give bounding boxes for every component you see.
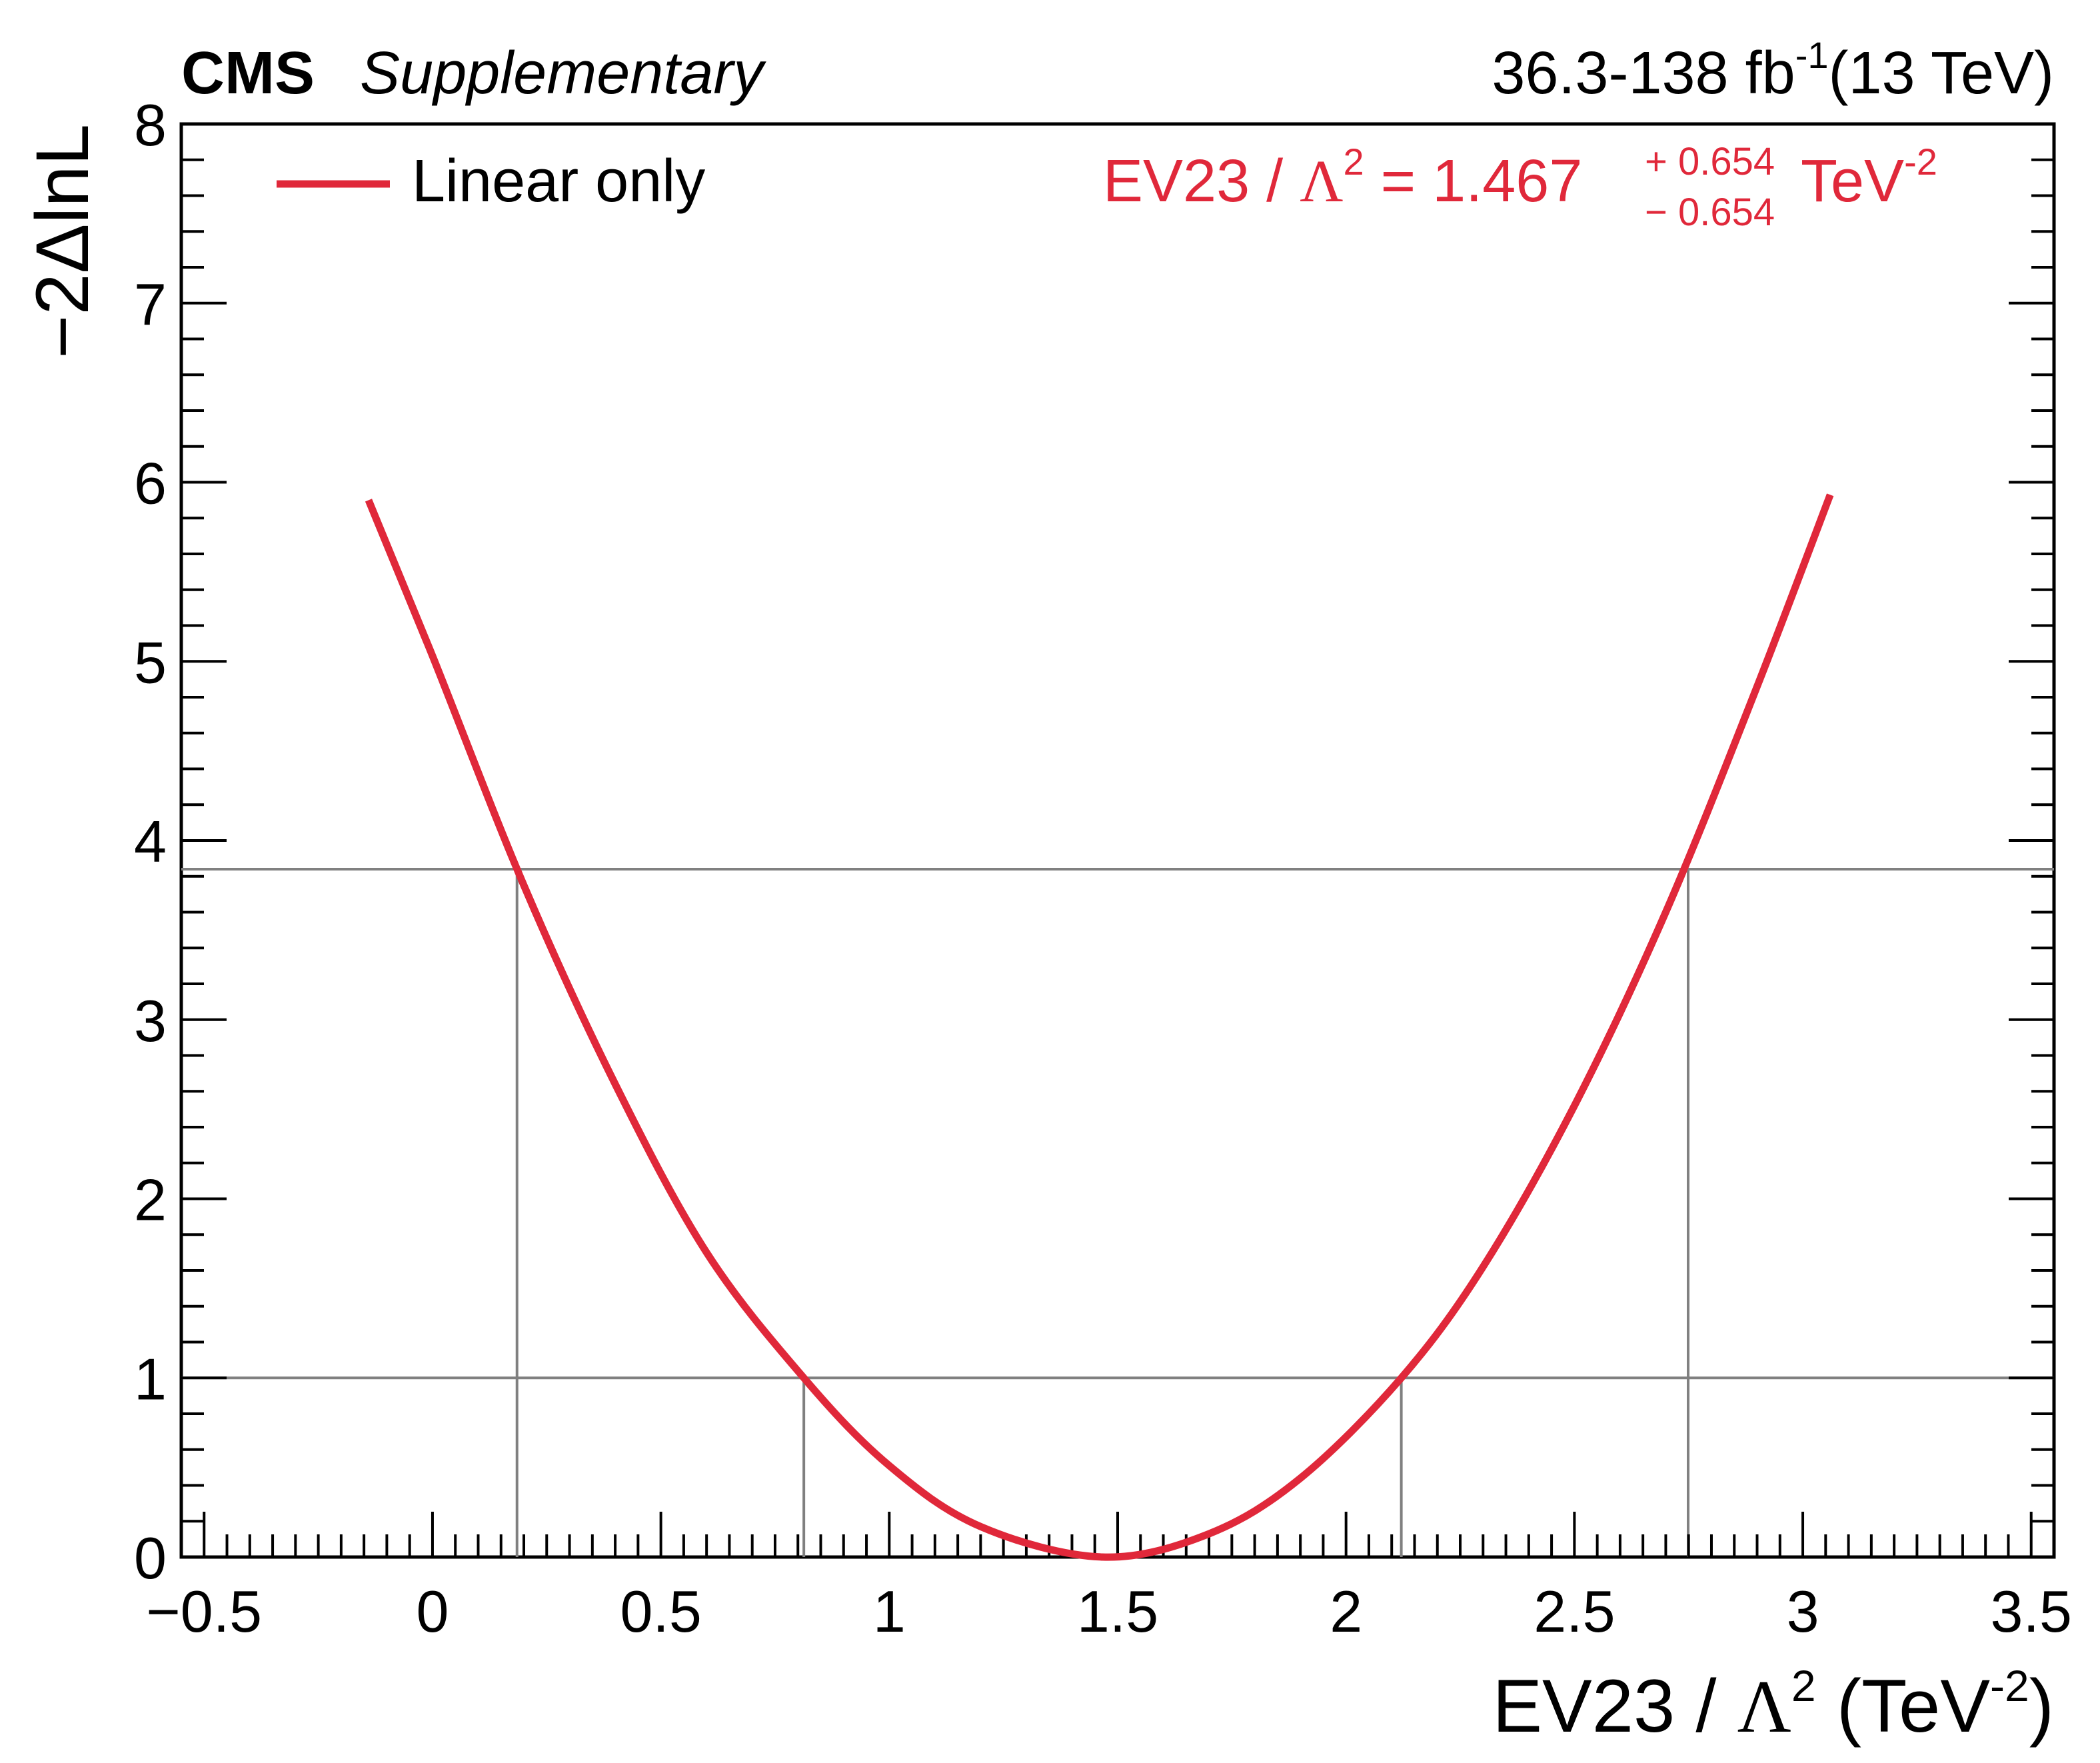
x-tick-label: 0 [416,1578,449,1644]
x-tick-label: 2.5 [1534,1578,1615,1644]
y-tick-label: 2 [134,1167,167,1233]
x-tick-label: 3.5 [1991,1578,2072,1644]
legend-label-linear-only: Linear only [412,148,705,215]
x-axis-label-lambda: Λ [1737,1666,1791,1748]
reference-lines [181,868,2054,1557]
annotation-lambda-exp: 2 [1343,141,1364,183]
x-axis-label-lambda-exp: 2 [1791,1661,1816,1710]
status-label: Supplementary [360,40,766,107]
x-tick-labels: −0.5 0 0.5 1 1.5 2 2.5 3 3.5 [146,1578,2072,1644]
lumi-label: 36.3-138 fb-1(13 TeV) [1492,34,2054,107]
y-tick-label: 5 [134,629,167,695]
x-tick-label: 2 [1330,1578,1362,1644]
axis-ticks [180,123,2055,1558]
energy-label: (13 TeV) [1828,40,2054,107]
annotation-minus-error: − 0.654 [1645,191,1775,234]
y-tick-label: 3 [134,988,167,1054]
x-axis-label-close: ) [2029,1664,2054,1748]
y-axis-label: −2ΔlnL [21,124,104,359]
x-tick-label: 0.5 [620,1578,701,1644]
y-tick-label: 4 [134,809,167,875]
annotation-main: EV23 / Λ2 = 1.467 [1103,141,1582,215]
lumi-exponent: -1 [1795,34,1829,76]
annotation-unit-exp: -2 [1904,141,1937,183]
plot-frame [179,122,2056,1559]
y-tick-label: 7 [134,271,167,337]
x-axis-label-unit: (TeV [1816,1664,1991,1748]
annotation-unit: TeV-2 [1801,141,1937,215]
x-tick-label: 1.5 [1077,1578,1158,1644]
annotation-lambda: Λ [1300,149,1343,215]
y-tick-labels: 0 1 2 3 4 5 6 7 8 [134,92,167,1591]
x-tick-label: −0.5 [146,1578,262,1644]
x-axis-label-prefix: EV23 / [1492,1664,1737,1748]
y-tick-label: 8 [134,92,167,158]
y-tick-label: 0 [134,1525,167,1591]
x-axis-label: EV23 / Λ2 (TeV-2) [1492,1661,2054,1748]
annotation-plus-error: + 0.654 [1645,140,1775,183]
lumi-main: 36.3-138 fb [1492,40,1795,107]
annotation-unit-text: TeV [1801,148,1904,215]
best-fit-annotation: EV23 / Λ2 = 1.467 + 0.654 − 0.654 TeV-2 [1103,140,1937,234]
experiment-label: CMS [181,40,315,107]
x-axis-label-unit-exp: -2 [1990,1661,2029,1710]
y-tick-label: 6 [134,451,167,517]
x-tick-label: 1 [873,1578,906,1644]
annotation-prefix: EV23 / [1103,148,1300,215]
x-tick-label: 3 [1787,1578,1819,1644]
y-tick-label: 1 [134,1346,167,1412]
annotation-value: = 1.467 [1364,148,1583,215]
series-line-linear-only [365,493,1834,1561]
